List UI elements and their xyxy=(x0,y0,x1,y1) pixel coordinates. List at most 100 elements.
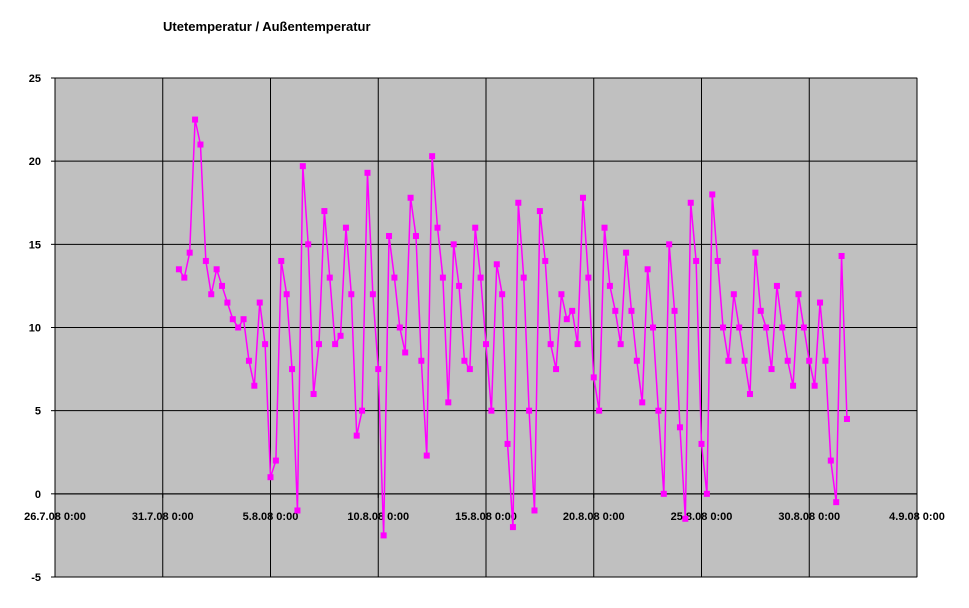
data-point xyxy=(682,515,689,522)
data-point xyxy=(757,307,764,314)
data-point xyxy=(628,307,635,314)
data-point xyxy=(375,366,382,373)
data-point xyxy=(822,357,829,364)
data-point xyxy=(698,440,705,447)
data-point xyxy=(703,490,710,497)
data-point xyxy=(725,357,732,364)
data-point xyxy=(709,191,716,198)
data-point xyxy=(558,291,565,298)
data-point xyxy=(332,341,339,348)
data-point xyxy=(278,257,285,264)
data-point xyxy=(439,274,446,281)
data-point xyxy=(224,299,231,306)
data-point xyxy=(289,366,296,373)
data-point xyxy=(251,382,258,389)
data-point xyxy=(493,261,500,268)
data-point xyxy=(806,357,813,364)
data-point xyxy=(267,474,274,481)
data-point xyxy=(213,266,220,273)
data-point xyxy=(612,307,619,314)
data-point xyxy=(412,233,419,240)
data-point xyxy=(359,407,366,414)
data-point xyxy=(768,366,775,373)
data-point xyxy=(714,257,721,264)
data-point xyxy=(321,208,328,215)
data-point xyxy=(666,241,673,248)
data-point xyxy=(590,374,597,381)
data-point xyxy=(526,407,533,414)
data-point xyxy=(746,391,753,398)
data-point xyxy=(601,224,608,231)
data-point xyxy=(466,366,473,373)
data-point xyxy=(283,291,290,298)
data-point xyxy=(779,324,786,331)
data-point xyxy=(585,274,592,281)
data-point xyxy=(784,357,791,364)
data-point xyxy=(391,274,398,281)
data-point xyxy=(450,241,457,248)
data-point xyxy=(348,291,355,298)
data-point xyxy=(838,252,845,259)
data-point xyxy=(396,324,403,331)
data-point xyxy=(660,490,667,497)
data-point xyxy=(202,257,209,264)
data-point xyxy=(633,357,640,364)
x-tick-label: 5.8.08 0:00 xyxy=(243,511,299,523)
data-point xyxy=(337,332,344,339)
data-point xyxy=(623,249,630,256)
data-point xyxy=(720,324,727,331)
data-point xyxy=(186,249,193,256)
data-point xyxy=(639,399,646,406)
data-point xyxy=(563,316,570,323)
y-tick-label: 20 xyxy=(29,156,41,168)
data-point xyxy=(461,357,468,364)
data-point xyxy=(800,324,807,331)
data-point xyxy=(407,194,414,201)
data-point xyxy=(192,116,199,123)
data-point xyxy=(579,194,586,201)
data-point xyxy=(229,316,236,323)
data-point xyxy=(256,299,263,306)
data-point xyxy=(499,291,506,298)
data-point xyxy=(569,307,576,314)
y-tick-label: 0 xyxy=(35,489,41,501)
data-point xyxy=(342,224,349,231)
y-tick-label: -5 xyxy=(31,572,41,584)
x-tick-label: 30.8.08 0:00 xyxy=(778,511,840,523)
data-point xyxy=(650,324,657,331)
data-point xyxy=(644,266,651,273)
x-tick-label: 31.7.08 0:00 xyxy=(132,511,194,523)
data-point xyxy=(773,282,780,289)
data-point xyxy=(380,532,387,539)
data-point xyxy=(687,199,694,206)
data-point xyxy=(488,407,495,414)
data-point xyxy=(671,307,678,314)
data-point xyxy=(752,249,759,256)
data-point xyxy=(386,233,393,240)
data-point xyxy=(326,274,333,281)
data-point xyxy=(434,224,441,231)
data-point xyxy=(676,424,683,431)
data-point xyxy=(272,457,279,464)
data-point xyxy=(294,507,301,514)
data-point xyxy=(240,316,247,323)
data-point xyxy=(833,499,840,506)
x-tick-label: 10.8.08 0:00 xyxy=(347,511,409,523)
y-tick-label: 25 xyxy=(29,73,41,85)
data-point xyxy=(843,415,850,422)
data-point xyxy=(763,324,770,331)
data-point xyxy=(364,169,371,176)
data-point xyxy=(827,457,834,464)
data-point xyxy=(472,224,479,231)
data-point xyxy=(197,141,204,148)
data-point xyxy=(353,432,360,439)
data-point xyxy=(245,357,252,364)
data-point xyxy=(515,199,522,206)
x-tick-label: 4.9.08 0:00 xyxy=(889,511,945,523)
data-point xyxy=(429,153,436,160)
data-point xyxy=(181,274,188,281)
data-point xyxy=(553,366,560,373)
y-tick-label: 10 xyxy=(29,323,41,335)
data-point xyxy=(617,341,624,348)
data-point xyxy=(219,282,226,289)
